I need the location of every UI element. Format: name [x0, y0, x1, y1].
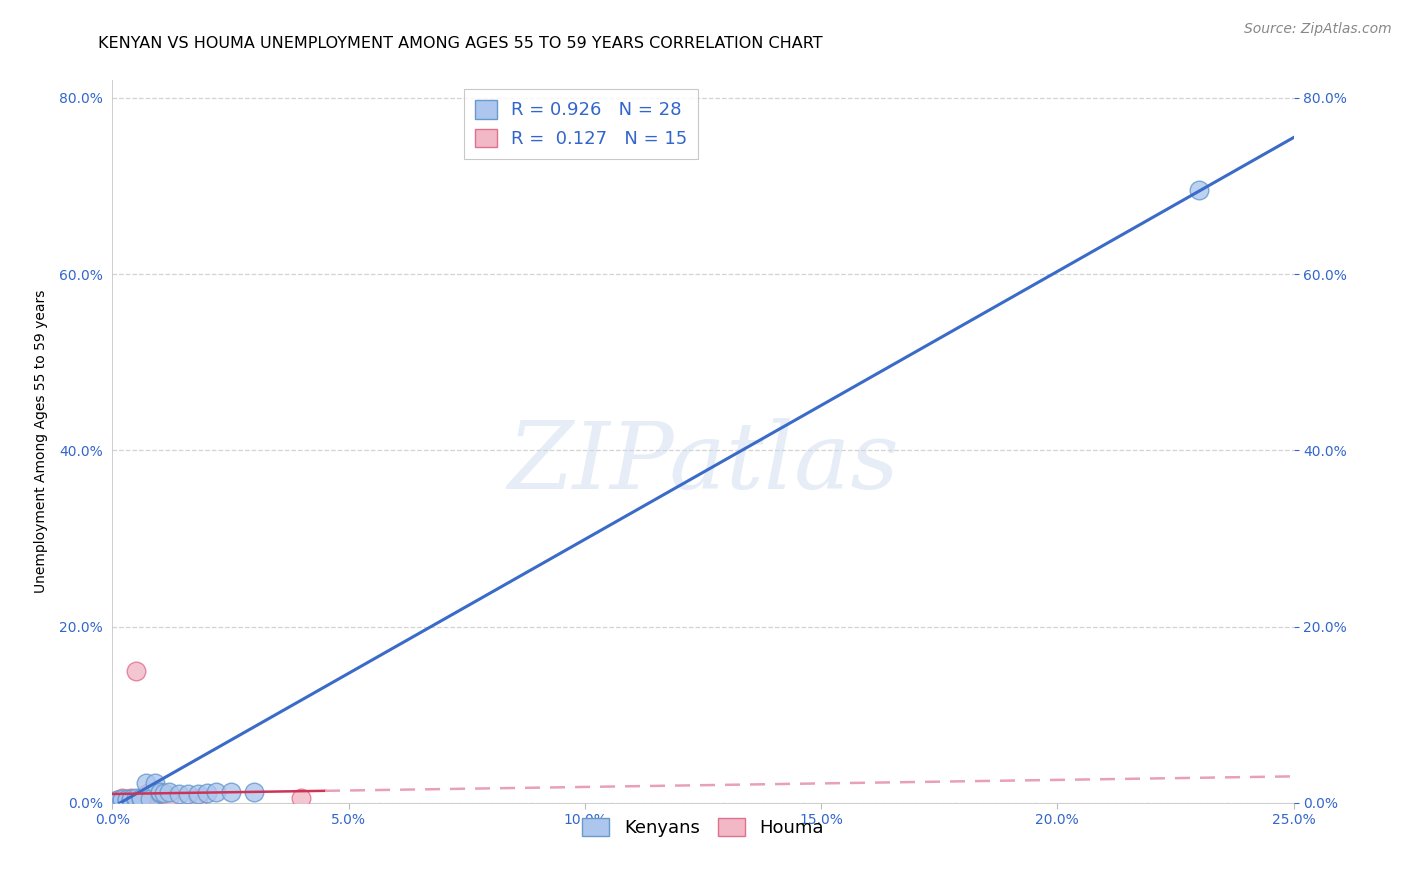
- Point: [167, 787, 190, 801]
- Point: [125, 793, 148, 807]
- Point: [120, 791, 142, 805]
- Point: [115, 793, 138, 807]
- Point: [290, 791, 312, 805]
- Point: [120, 792, 142, 806]
- Point: [105, 793, 128, 807]
- Point: [143, 776, 166, 790]
- Y-axis label: Unemployment Among Ages 55 to 59 years: Unemployment Among Ages 55 to 59 years: [34, 290, 48, 593]
- Point: [1188, 183, 1211, 197]
- Point: [111, 792, 134, 806]
- Point: [157, 785, 180, 799]
- Point: [139, 792, 162, 806]
- Point: [111, 794, 134, 808]
- Point: [125, 791, 148, 805]
- Point: [177, 787, 200, 801]
- Text: ZIPatlas: ZIPatlas: [508, 418, 898, 508]
- Point: [115, 792, 138, 806]
- Point: [111, 793, 134, 807]
- Point: [157, 791, 180, 805]
- Point: [111, 793, 134, 807]
- Point: [186, 791, 208, 805]
- Point: [153, 786, 176, 800]
- Text: KENYAN VS HOUMA UNEMPLOYMENT AMONG AGES 55 TO 59 YEARS CORRELATION CHART: KENYAN VS HOUMA UNEMPLOYMENT AMONG AGES …: [98, 36, 823, 51]
- Point: [149, 785, 172, 799]
- Point: [135, 775, 157, 789]
- Legend: Kenyans, Houma: Kenyans, Houma: [575, 811, 831, 845]
- Point: [129, 792, 152, 806]
- Point: [129, 791, 152, 805]
- Point: [186, 787, 208, 801]
- Point: [149, 787, 172, 801]
- Text: Source: ZipAtlas.com: Source: ZipAtlas.com: [1244, 22, 1392, 37]
- Point: [125, 793, 148, 807]
- Point: [139, 787, 162, 801]
- Point: [129, 792, 152, 806]
- Point: [149, 786, 172, 800]
- Point: [115, 792, 138, 806]
- Point: [243, 785, 266, 799]
- Point: [111, 791, 134, 805]
- Point: [139, 785, 162, 799]
- Point: [105, 794, 128, 808]
- Point: [125, 664, 148, 678]
- Point: [135, 787, 157, 801]
- Point: [195, 786, 218, 800]
- Point: [205, 785, 228, 799]
- Point: [105, 793, 128, 807]
- Point: [120, 793, 142, 807]
- Point: [219, 785, 242, 799]
